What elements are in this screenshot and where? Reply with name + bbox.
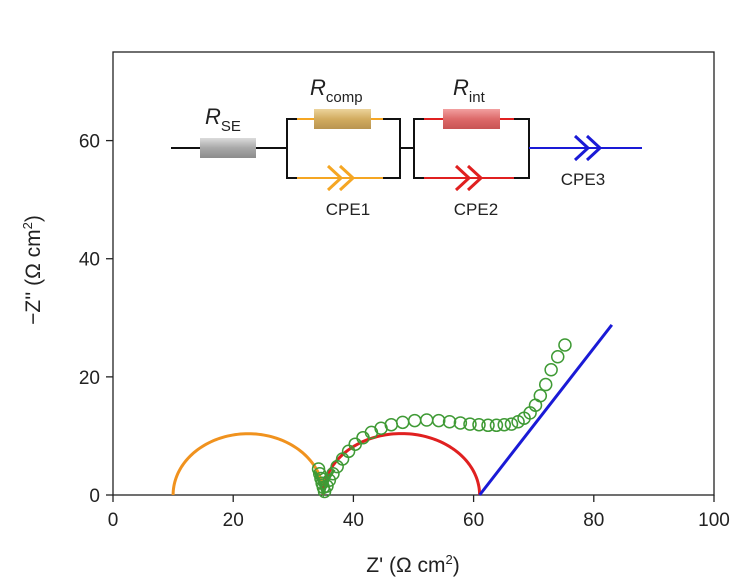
x-tick-label: 0: [108, 510, 119, 531]
resistor-comp-label: Rcomp: [310, 75, 363, 106]
equivalent-circuit: RSE Rcomp Rint CPE1 CPE2 CPE3: [171, 75, 642, 219]
resistor-int-label: Rint: [453, 75, 486, 106]
data-point: [463, 417, 477, 431]
resistor-comp: [314, 109, 371, 129]
data-point: [322, 473, 337, 487]
data-point: [544, 363, 558, 377]
data-point: [320, 479, 334, 493]
data-point: [538, 377, 553, 392]
data-point: [558, 338, 572, 352]
fit-arc: [321, 432, 482, 496]
series-layer: [171, 323, 614, 499]
data-point: [533, 389, 548, 403]
data-point: [489, 418, 504, 433]
cpe1-symbol: [326, 164, 356, 192]
wire: [413, 118, 430, 148]
cpe3-symbol: [573, 134, 603, 162]
data-point: [481, 418, 495, 433]
x-tick-label: 80: [583, 510, 604, 531]
wire: [383, 118, 401, 179]
x-tick-label: 40: [343, 510, 364, 531]
data-point: [497, 417, 511, 432]
resistor-int: [443, 109, 500, 129]
data-point: [326, 466, 340, 481]
y-axis-title: −Z'' (Ω cm2): [20, 215, 45, 325]
cpe2-label: CPE2: [454, 200, 498, 219]
data-point: [407, 413, 422, 428]
x-tick-label: 100: [698, 510, 730, 531]
x-tick-label: 20: [223, 510, 244, 531]
resistor-se-label: RSE: [205, 104, 241, 135]
data-point: [384, 417, 399, 432]
data-point: [472, 417, 486, 432]
fit-line: [478, 323, 614, 496]
x-tick-label: 60: [463, 510, 484, 531]
y-tick-label: 20: [79, 368, 100, 389]
data-point: [442, 415, 457, 429]
data-point: [431, 413, 446, 428]
data-point: [453, 416, 468, 430]
wire: [413, 148, 430, 179]
x-axis-title: Z' (Ω cm2): [366, 552, 459, 577]
plot-frame: [112, 51, 715, 496]
data-point: [550, 350, 565, 364]
y-tick-label: 0: [89, 486, 100, 507]
wire: [286, 118, 313, 148]
data-point: [395, 415, 410, 430]
data-point: [504, 417, 519, 431]
y-tick-label: 40: [79, 250, 100, 271]
resistor-se: [200, 138, 256, 158]
cpe1-label: CPE1: [326, 200, 370, 219]
wire: [286, 148, 313, 179]
data-point: [419, 413, 434, 427]
wire: [514, 118, 530, 179]
cpe3-label: CPE3: [561, 170, 605, 189]
cpe2-symbol: [454, 164, 484, 192]
fit-arc: [171, 432, 325, 496]
y-tick-label: 60: [79, 132, 100, 153]
axes: 0 20 40 60 80 100 0 20 40 60: [79, 132, 730, 531]
